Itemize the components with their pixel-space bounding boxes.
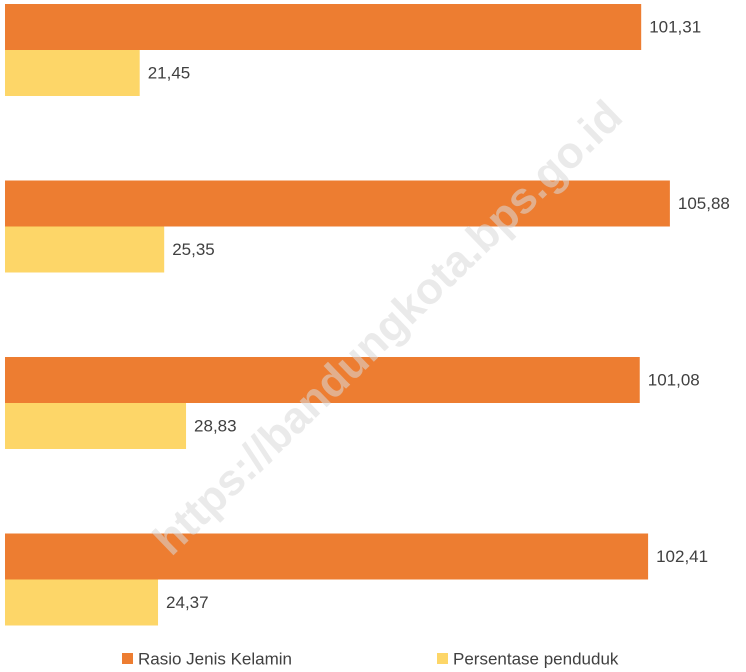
bar [5,4,642,50]
value-label: 24,37 [166,593,209,612]
bar [5,226,165,273]
bar [5,180,670,227]
value-label: 102,41 [656,547,708,566]
bar [5,579,159,626]
watermark: https://bandungkota.bps.go.id [144,91,632,564]
bar [5,403,187,449]
bar [5,533,649,580]
legend-swatch [122,653,133,664]
legend-label: Persentase penduduk [453,649,619,668]
legend-swatch [437,653,448,664]
value-label: 101,31 [649,17,701,36]
value-label: 105,88 [678,194,730,213]
value-label: 21,45 [148,63,191,82]
bar [5,357,640,403]
value-label: 101,08 [648,370,700,389]
legend-label: Rasio Jenis Kelamin [138,649,292,668]
value-label: 28,83 [194,416,237,435]
bar [5,50,140,96]
value-label: 25,35 [172,240,215,259]
